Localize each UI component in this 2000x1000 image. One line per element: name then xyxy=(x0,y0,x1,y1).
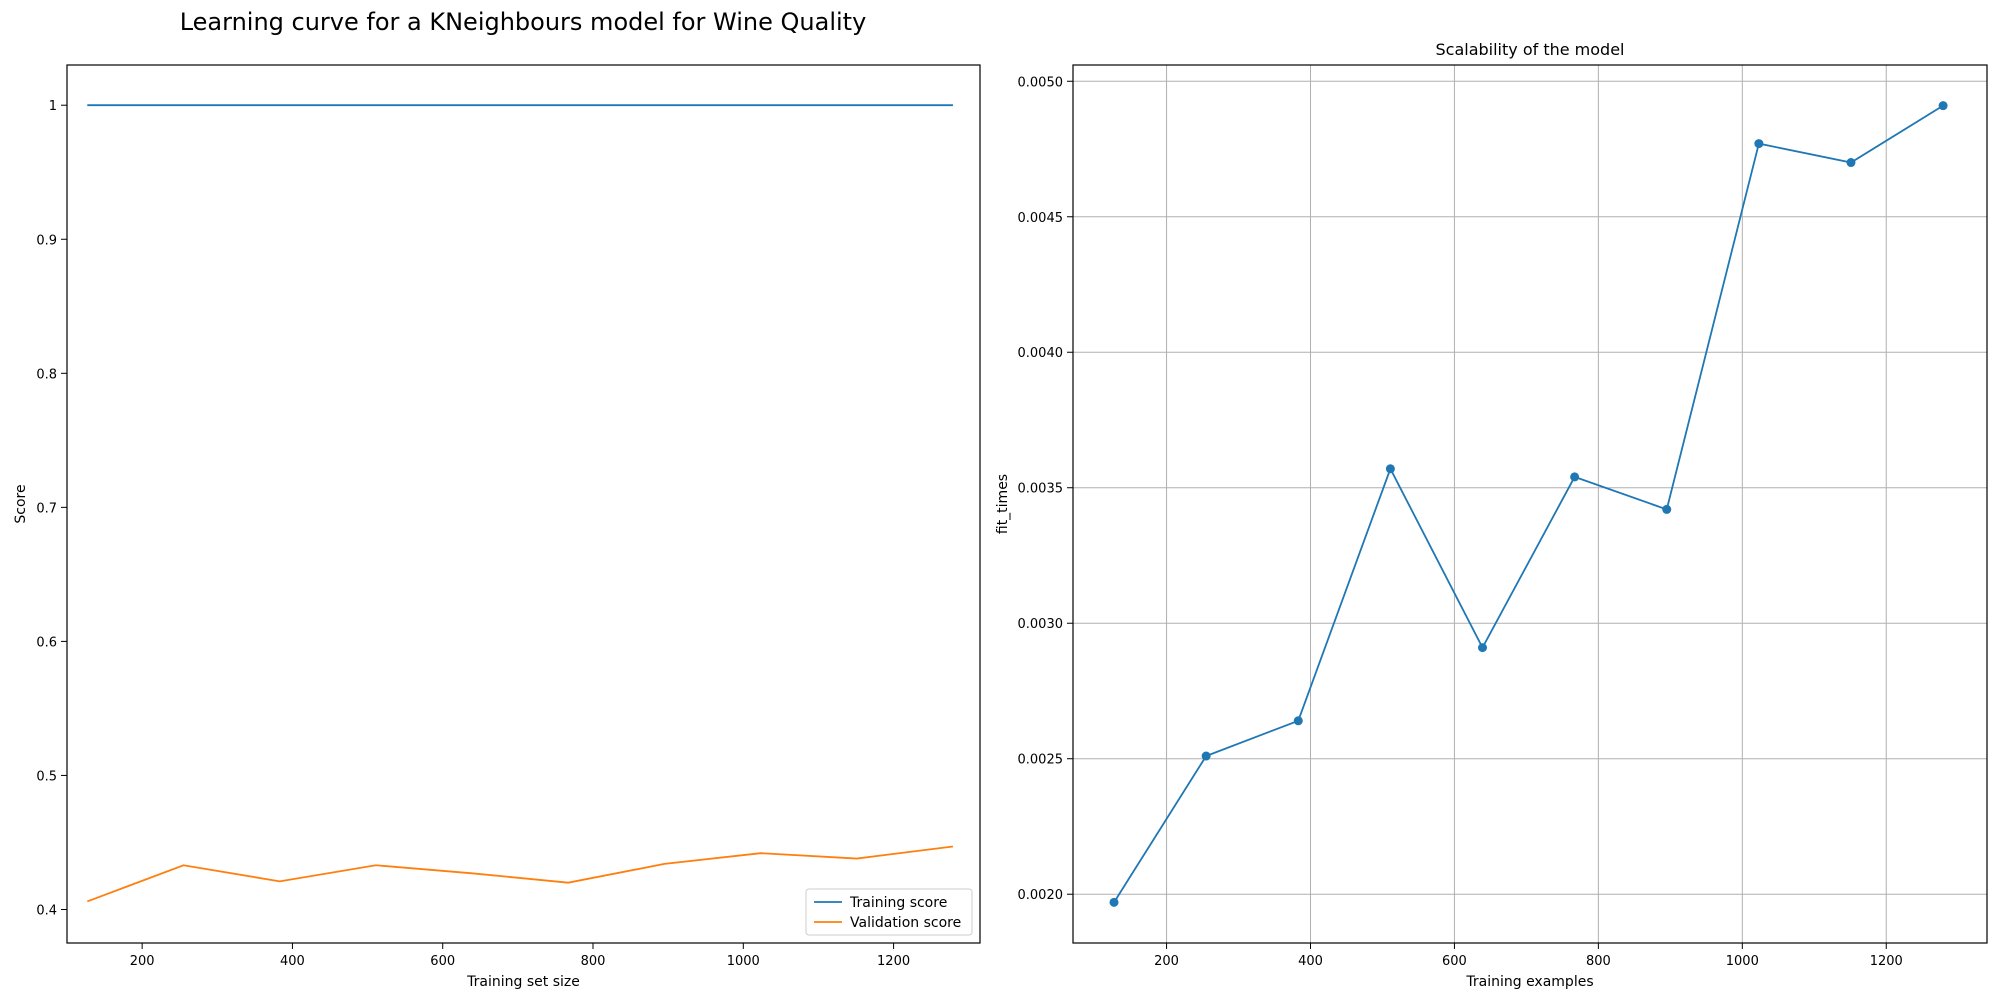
scalability-y-tick-label: 0.0025 xyxy=(1018,753,1064,768)
scalability-grid xyxy=(1073,65,1987,943)
scalability-x-tick-label: 200 xyxy=(1154,954,1179,969)
scalability-x-tick-label: 800 xyxy=(1586,954,1611,969)
learning-curve-ticks: 200 400 600 800 1000 1200 0.4 0.5 0.6 0.7 0.8 0.9 1 xyxy=(36,99,910,969)
scalability-y-tick-label: 0.0020 xyxy=(1018,888,1064,903)
learning-curve-y-tick-label: 0.6 xyxy=(36,635,57,650)
scalability-series-line-0 xyxy=(1113,104,1944,903)
scalability-y-axis-label: fit_times xyxy=(995,474,1011,534)
scalability-data-point xyxy=(1570,472,1580,482)
learning-curve-axes: 200 400 600 800 1000 12000.40.50.60.70.80.91 … xyxy=(13,64,981,990)
learning-curve-x-tick-label: 600 xyxy=(430,954,455,969)
scalability-data-point xyxy=(1478,643,1488,653)
scalability-data-point xyxy=(1385,464,1395,474)
scalability-y-tick-label: 0.0030 xyxy=(1018,617,1064,632)
learning-curve-x-tick-label: 800 xyxy=(581,954,606,969)
scalability-data-point xyxy=(1293,716,1303,726)
learning-curve-y-tick-label: 0.7 xyxy=(36,501,57,516)
learning-curve-series-line-1 xyxy=(86,845,954,903)
scalability-data-point xyxy=(1754,139,1764,149)
scalability-data-point xyxy=(1201,751,1211,761)
scalability-x-tick-label: 600 xyxy=(1442,954,1467,969)
legend-box xyxy=(805,888,973,936)
learning-curve-y-tick-label: 0.9 xyxy=(36,233,57,248)
learning-curve-frame xyxy=(66,64,981,944)
scalability-data-point xyxy=(1109,897,1119,907)
learning-curve-x-tick-label: 200 xyxy=(130,954,155,969)
legend-label: Validation score xyxy=(850,915,961,931)
learning-curve-y-tick-label: 0.8 xyxy=(36,367,57,382)
scalability-x-tick-label: 1000 xyxy=(1726,954,1759,969)
scalability-x-axis-label: Training examples xyxy=(1465,974,1593,990)
learning-curve-y-tick-label: 0.4 xyxy=(36,903,57,918)
scalability-y-tick-label: 0.0050 xyxy=(1018,75,1064,90)
scalability-title: Scalability of the model xyxy=(1436,40,1625,59)
scalability-axes: Scalability of the model 200 400 600 800 100… xyxy=(995,40,1988,990)
scalability-frame xyxy=(1072,64,1988,944)
learning-curve-y-tick-label: 0.5 xyxy=(36,769,57,784)
figure-title: Learning curve for a KNeighbours model f… xyxy=(180,8,867,36)
scalability-x-tick-label: 400 xyxy=(1298,954,1323,969)
learning-curve-series xyxy=(86,104,954,903)
scalability-data-point xyxy=(1938,101,1948,111)
learning-curve-y-axis-label: Score xyxy=(13,484,29,523)
scalability-data-point xyxy=(1846,158,1856,168)
scalability-y-tick-label: 0.0045 xyxy=(1018,211,1064,226)
scalability-data-point xyxy=(1662,504,1672,514)
learning-curve-x-tick-label: 1000 xyxy=(727,954,760,969)
legend-label: Training score xyxy=(849,895,947,911)
learning-curve-legend: Training score Validation score xyxy=(805,888,973,936)
learning-curve-x-tick-label: 1200 xyxy=(877,954,910,969)
scalability-ticks: 200 400 600 800 1000 1200 0.0020 0.0025 0.0030 0.… xyxy=(1018,75,1903,969)
scalability-x-tick-label: 1200 xyxy=(1870,954,1903,969)
scalability-series xyxy=(1109,101,1948,907)
learning-curve-x-axis-label: Training set size xyxy=(466,974,580,990)
learning-curve-y-tick-label: 1 xyxy=(49,99,57,114)
learning-curve-x-tick-label: 400 xyxy=(280,954,305,969)
scalability-y-tick-label: 0.0040 xyxy=(1018,346,1064,361)
scalability-y-tick-label: 0.0035 xyxy=(1018,482,1064,497)
